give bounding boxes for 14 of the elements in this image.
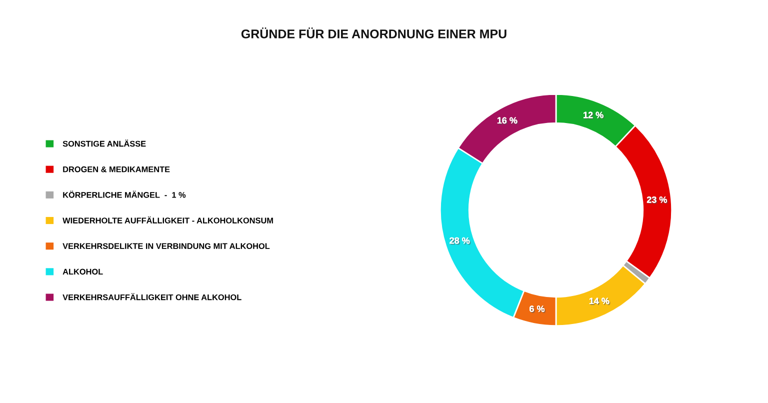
legend-label: DROGEN & MEDIKAMENTE [63, 166, 170, 172]
data-label: 23 % [646, 196, 668, 204]
legend-label: VERKEHRSDELIKTE IN VERBINDUNG MIT ALKOHOL [62, 243, 270, 249]
data-label: 14 % [589, 298, 610, 306]
legend-label: SONSTIGE ANLÄSSE [62, 140, 146, 147]
legend-label: KÖRPERLICHE MÄNGEL - 1 % [63, 190, 186, 198]
legend-label: VERKEHRSAUFFÄLLIGKEIT OHNE ALKOHOL [62, 293, 242, 300]
data-label: 12 % [584, 112, 604, 120]
data-label: 28 % [450, 237, 471, 245]
legend-label: ALKOHOL [62, 268, 103, 275]
chart-title: GRÜNDE FÜR DIE ANORDNUNG EINER MPU [241, 28, 506, 38]
legend-label: WIEDERHOLTE AUFFÄLLIGKEIT - ALKOHOLKONSUM [62, 216, 273, 224]
data-label: 16 % [497, 117, 518, 125]
data-label: 6 % [530, 306, 546, 313]
